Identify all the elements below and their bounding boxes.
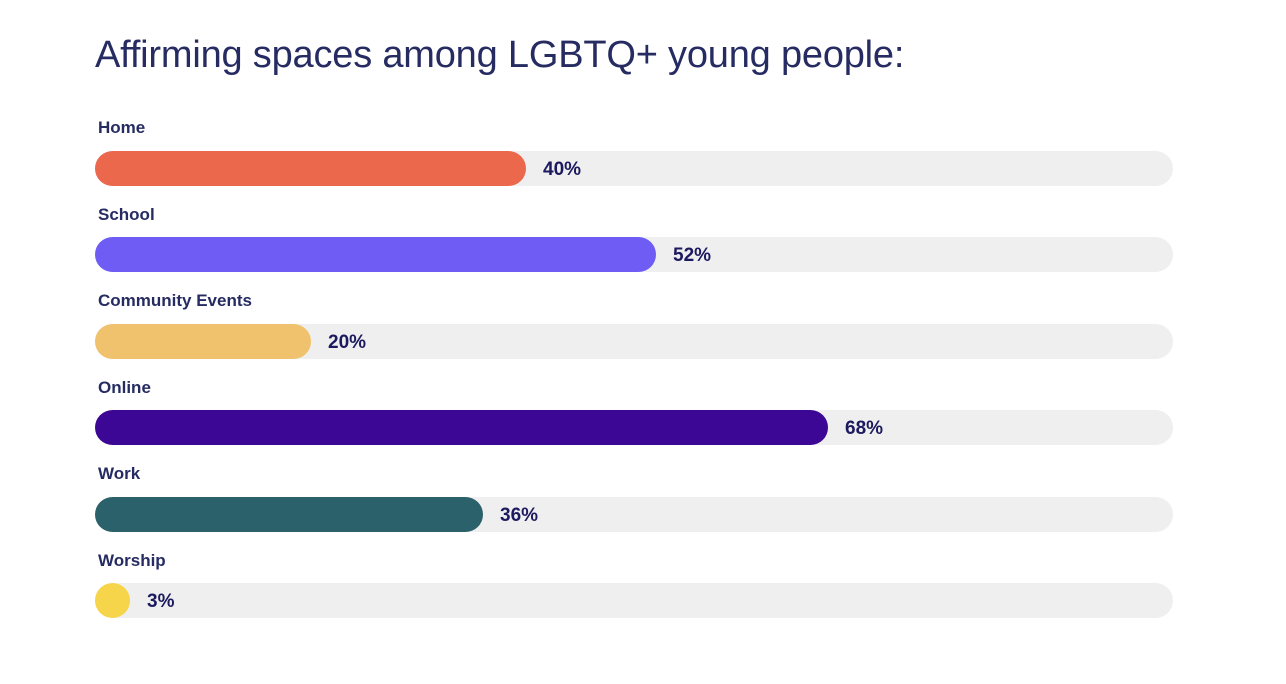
bar-row-online: Online 68% [95,376,1173,463]
bar-value-label-work: 36% [500,504,539,526]
bar-track-community-events: 20% [95,323,1173,359]
bar-row-home: Home 40% [95,116,1173,203]
bar-track-worship: 3% [95,583,1173,619]
bar-online [95,410,828,446]
bar-list: Home 40% School 52% Community Events 20% Onlin… [95,116,1173,636]
bar-value-label-worship: 3% [147,591,175,613]
bar-label-school: School [98,204,155,224]
bar-value-label-home: 40% [543,158,582,180]
bar-label-home: Home [98,118,146,137]
bar-value-label-online: 68% [845,418,884,440]
bar-label-work: Work [98,464,141,484]
bar-school [95,237,656,273]
bar-worship [95,583,130,619]
bar-row-worship: Worship 3% [95,549,1173,636]
bar-track-online: 68% [95,410,1173,446]
bar-row-work: Work 36% [95,462,1173,549]
bar-track-school: 52% [95,237,1173,273]
bar-value-label-community-events: 20% [328,331,367,353]
bar-community-events [95,323,311,359]
bar-label-online: Online [98,377,151,397]
bar-track-home: 40% [95,150,1173,186]
bar-home [95,150,526,186]
bar-work [95,496,483,532]
bar-row-school: School 52% [95,203,1173,290]
bar-track-work: 36% [95,496,1173,532]
bar-label-community-events: Community Events [98,291,252,311]
chart-title: Affirming spaces among LGBTQ+ young peop… [95,34,905,76]
bar-value-label-school: 52% [673,245,712,267]
bar-label-worship: Worship [98,550,166,570]
bar-row-community-events: Community Events 20% [95,289,1173,376]
